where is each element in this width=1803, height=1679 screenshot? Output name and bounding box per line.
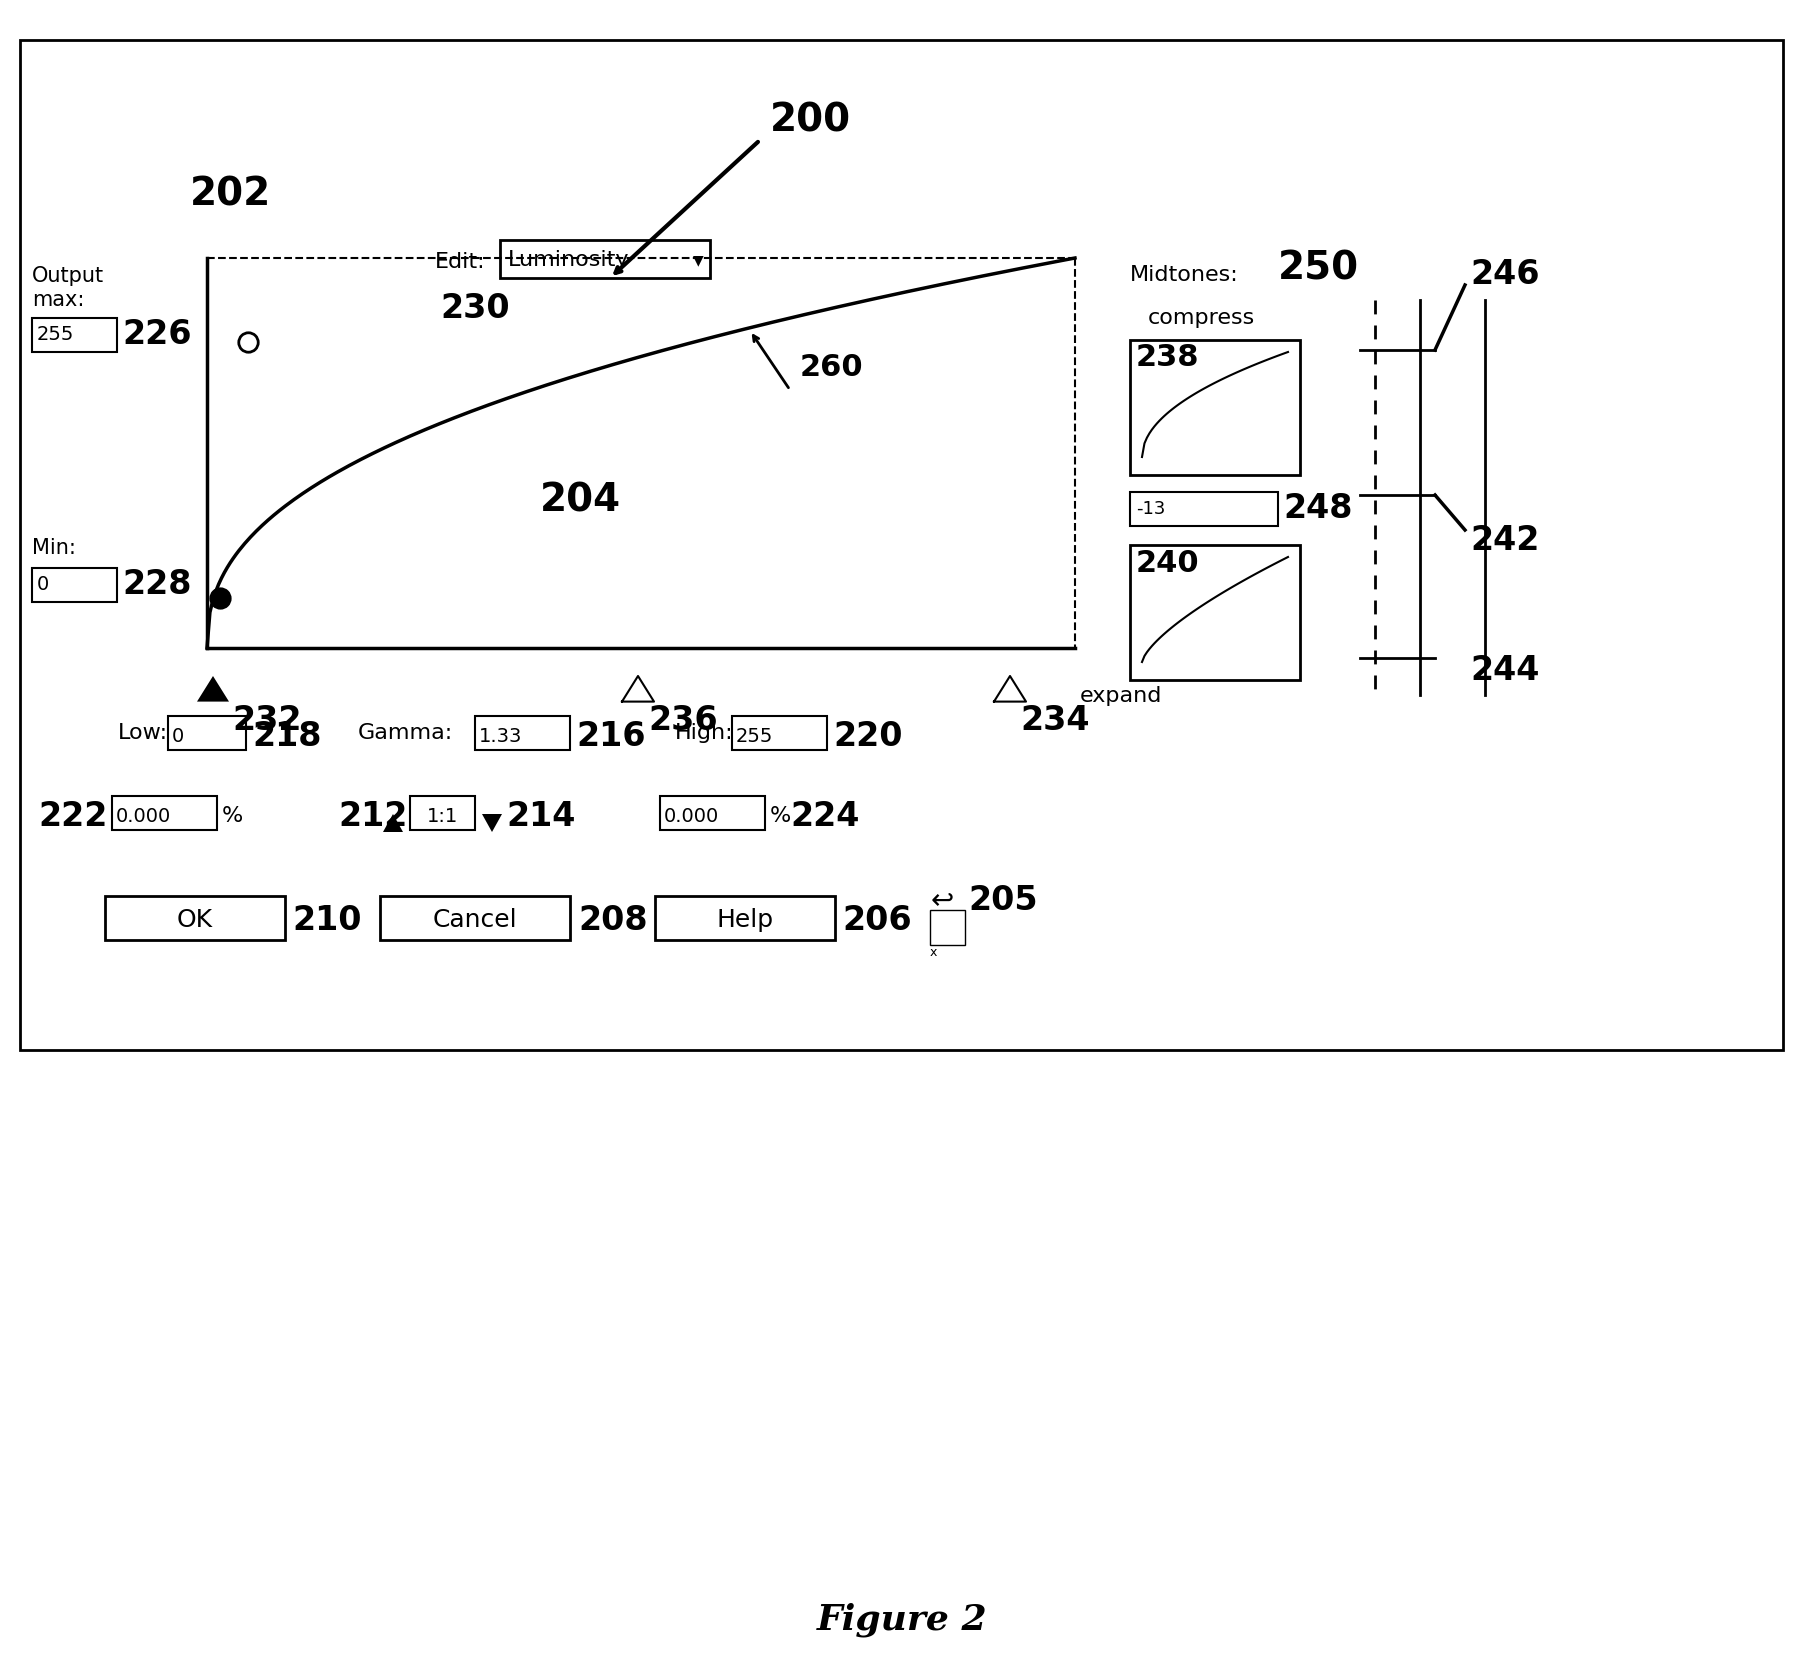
- Text: 238: 238: [1136, 344, 1199, 373]
- Text: 255: 255: [38, 326, 74, 344]
- Text: 1.33: 1.33: [480, 727, 523, 745]
- Text: 242: 242: [1469, 524, 1540, 556]
- Polygon shape: [622, 677, 654, 702]
- Text: Figure 2: Figure 2: [817, 1603, 988, 1637]
- Text: 230: 230: [440, 292, 510, 324]
- Text: 240: 240: [1136, 549, 1199, 578]
- Bar: [105, 897, 285, 940]
- Bar: [1130, 546, 1300, 680]
- Bar: [654, 897, 835, 940]
- Text: 255: 255: [736, 727, 773, 745]
- Bar: [32, 317, 117, 353]
- Bar: [1130, 492, 1278, 526]
- Text: 232: 232: [233, 705, 301, 737]
- Text: 206: 206: [842, 903, 912, 937]
- Bar: [1130, 341, 1300, 475]
- Text: 260: 260: [801, 354, 864, 383]
- Text: Gamma:: Gamma:: [359, 724, 453, 744]
- Text: %: %: [222, 806, 243, 826]
- Bar: [732, 715, 828, 751]
- Bar: [20, 40, 1783, 1049]
- Text: 246: 246: [1469, 259, 1540, 292]
- Polygon shape: [481, 814, 501, 833]
- Text: Help: Help: [716, 908, 773, 932]
- Bar: [32, 568, 117, 603]
- Text: expand: expand: [1080, 687, 1163, 705]
- Text: 205: 205: [968, 883, 1037, 917]
- Text: 0.000: 0.000: [664, 806, 719, 826]
- Text: 212: 212: [337, 799, 407, 833]
- Text: 200: 200: [770, 101, 851, 139]
- Text: OK: OK: [177, 908, 213, 932]
- Text: %: %: [770, 806, 792, 826]
- Text: ▼: ▼: [692, 254, 703, 267]
- Text: x: x: [930, 947, 938, 959]
- Text: 234: 234: [1020, 705, 1089, 737]
- Text: 0: 0: [171, 727, 184, 745]
- Text: 224: 224: [790, 799, 860, 833]
- Bar: [499, 240, 710, 279]
- Text: 0.000: 0.000: [115, 806, 171, 826]
- Bar: [474, 715, 570, 751]
- Text: 204: 204: [539, 480, 620, 519]
- Text: 1:1: 1:1: [426, 806, 458, 826]
- Text: 226: 226: [123, 319, 191, 351]
- Bar: [930, 910, 965, 945]
- Bar: [168, 715, 245, 751]
- Text: 0: 0: [38, 576, 49, 594]
- Polygon shape: [382, 814, 404, 833]
- Text: Luminosity: Luminosity: [508, 250, 629, 270]
- Polygon shape: [993, 677, 1026, 702]
- Text: -13: -13: [1136, 500, 1165, 519]
- Text: 228: 228: [123, 569, 191, 601]
- Text: 220: 220: [833, 720, 903, 752]
- Bar: [112, 796, 216, 829]
- Text: 248: 248: [1284, 492, 1352, 526]
- Text: Low:: Low:: [117, 724, 168, 744]
- Text: 218: 218: [252, 720, 321, 752]
- Text: Output
max:: Output max:: [32, 267, 105, 309]
- Text: 236: 236: [647, 705, 718, 737]
- Bar: [380, 897, 570, 940]
- Text: compress: compress: [1149, 307, 1255, 327]
- Text: 250: 250: [1278, 248, 1359, 287]
- Text: High:: High:: [674, 724, 734, 744]
- Text: Midtones:: Midtones:: [1130, 265, 1239, 285]
- Text: Cancel: Cancel: [433, 908, 517, 932]
- Bar: [409, 796, 474, 829]
- Text: 216: 216: [575, 720, 645, 752]
- Text: 210: 210: [292, 903, 361, 937]
- Text: 202: 202: [189, 176, 270, 213]
- Bar: [660, 796, 764, 829]
- Text: 222: 222: [38, 799, 108, 833]
- Text: 244: 244: [1469, 653, 1540, 687]
- Text: Min:: Min:: [32, 537, 76, 557]
- Text: 214: 214: [507, 799, 575, 833]
- Text: Edit:: Edit:: [435, 252, 485, 272]
- Polygon shape: [197, 677, 229, 702]
- Text: ↩: ↩: [930, 887, 954, 913]
- Text: 208: 208: [579, 903, 647, 937]
